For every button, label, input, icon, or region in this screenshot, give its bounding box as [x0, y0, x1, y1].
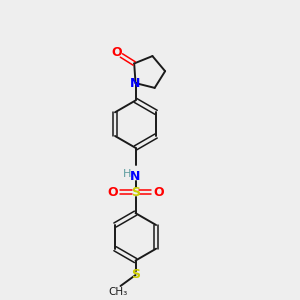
- Text: N: N: [130, 170, 141, 183]
- Text: N: N: [130, 76, 141, 90]
- Text: H: H: [123, 169, 131, 179]
- Text: O: O: [107, 186, 118, 199]
- Text: O: O: [153, 186, 164, 199]
- Text: CH₃: CH₃: [108, 287, 127, 297]
- Text: S: S: [131, 186, 140, 199]
- Text: S: S: [131, 268, 140, 281]
- Text: O: O: [111, 46, 122, 59]
